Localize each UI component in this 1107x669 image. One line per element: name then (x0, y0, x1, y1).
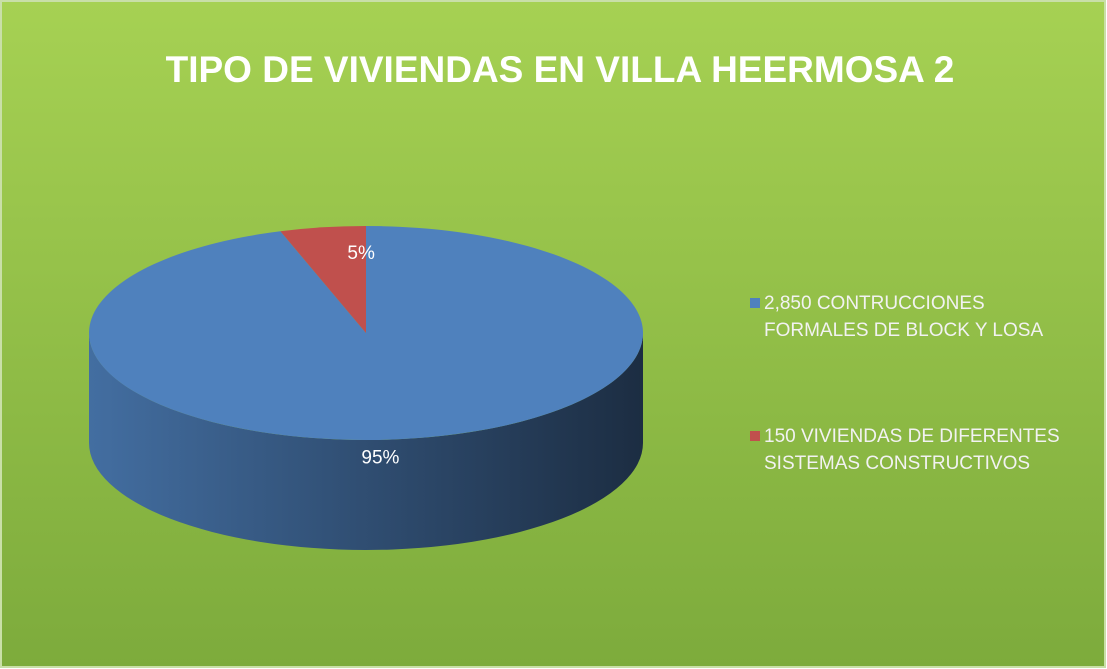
legend-item: 2,850 CONTRUCCIONES FORMALES DE BLOCK Y … (750, 290, 1090, 344)
data-label: 95% (361, 447, 399, 468)
data-label: 5% (347, 243, 375, 264)
pie: 95% 5% (89, 226, 644, 550)
legend-swatch (750, 298, 760, 308)
legend-swatch (750, 431, 760, 441)
legend-item: 150 VIVIENDAS DE DIFERENTES SISTEMAS CON… (750, 423, 1090, 477)
pie-slice (89, 226, 644, 441)
chart-title: TIPO DE VIVIENDAS EN VILLA HEERMOSA 2 (166, 49, 955, 90)
legend-label: 2,850 CONTRUCCIONES FORMALES DE BLOCK Y … (764, 293, 1044, 341)
pie-side (89, 333, 643, 550)
legend-label: 150 VIVIENDAS DE DIFERENTES SISTEMAS CON… (764, 426, 1060, 474)
pie-slice (280, 226, 366, 333)
